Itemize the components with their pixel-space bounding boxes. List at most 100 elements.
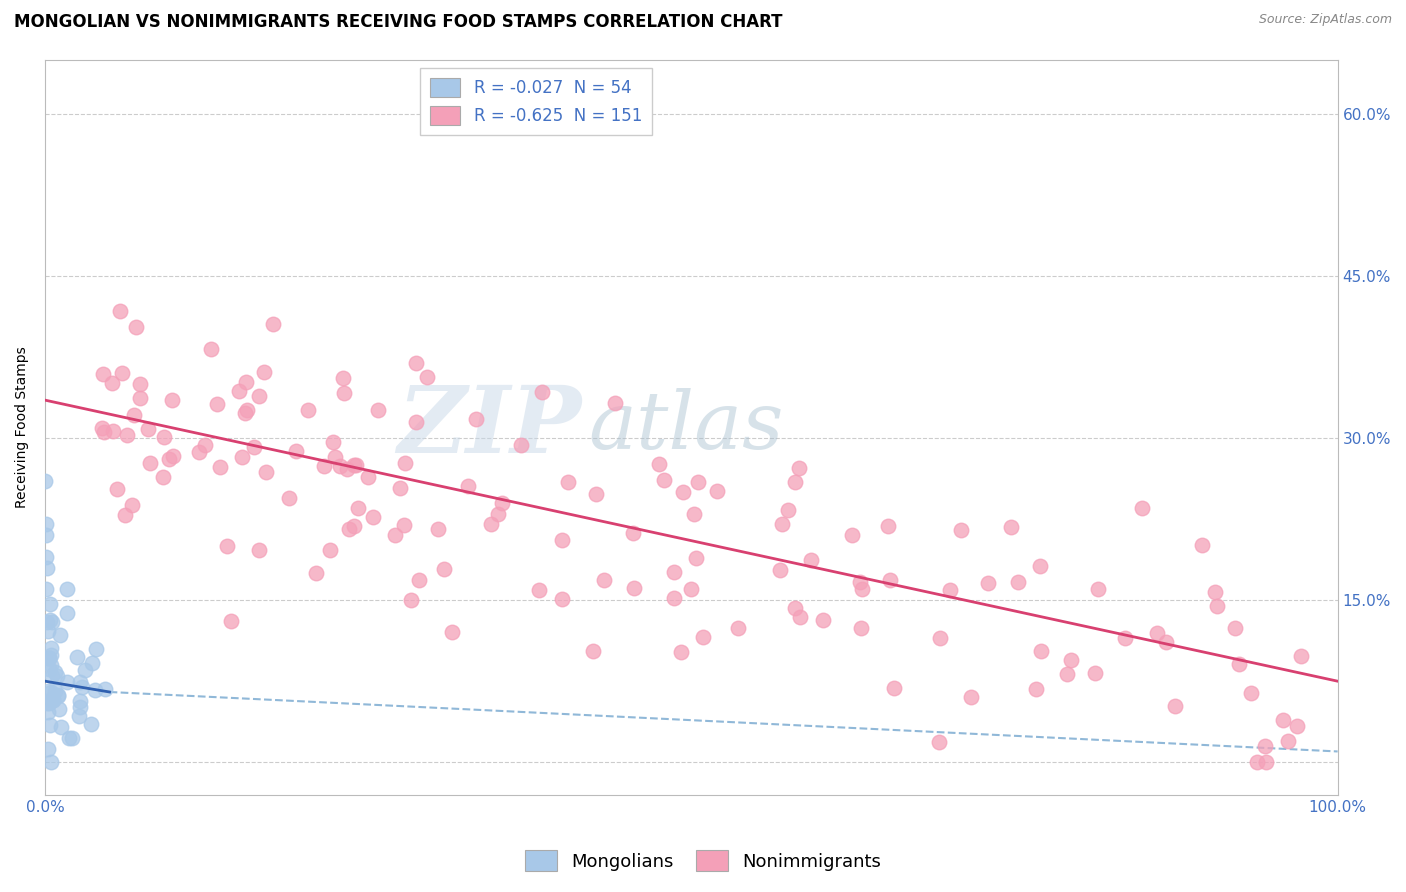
- Point: [231, 450, 253, 464]
- Text: atlas: atlas: [588, 388, 783, 466]
- Point: [35, 528, 58, 542]
- Point: [37, 741, 59, 756]
- Point: [55, 606, 77, 620]
- Point: [111, 366, 134, 380]
- Point: [34, 517, 56, 532]
- Point: [879, 573, 901, 587]
- Point: [69, 694, 91, 708]
- Point: [1285, 719, 1308, 733]
- Point: [1240, 686, 1263, 700]
- Point: [56, 582, 79, 596]
- Point: [1056, 667, 1078, 681]
- Y-axis label: Receiving Food Stamps: Receiving Food Stamps: [15, 346, 30, 508]
- Point: [1206, 599, 1229, 614]
- Point: [94, 681, 117, 696]
- Text: MONGOLIAN VS NONIMMIGRANTS RECEIVING FOOD STAMPS CORRELATION CHART: MONGOLIAN VS NONIMMIGRANTS RECEIVING FOO…: [14, 13, 783, 31]
- Point: [800, 553, 823, 567]
- Point: [160, 393, 183, 408]
- Text: Source: ZipAtlas.com: Source: ZipAtlas.com: [1258, 13, 1392, 27]
- Legend: R = -0.027  N = 54, R = -0.625  N = 151: R = -0.027 N = 54, R = -0.625 N = 151: [420, 68, 652, 135]
- Point: [621, 525, 644, 540]
- Point: [706, 483, 728, 498]
- Point: [1254, 756, 1277, 770]
- Point: [1204, 585, 1226, 599]
- Point: [603, 395, 626, 409]
- Point: [841, 528, 863, 542]
- Point: [783, 600, 806, 615]
- Point: [1025, 682, 1047, 697]
- Point: [851, 582, 873, 596]
- Point: [297, 402, 319, 417]
- Point: [314, 458, 336, 473]
- Point: [787, 461, 810, 475]
- Point: [242, 441, 264, 455]
- Point: [1191, 538, 1213, 552]
- Point: [80, 656, 103, 670]
- Point: [45, 669, 67, 683]
- Point: [41, 668, 63, 682]
- Point: [39, 640, 62, 655]
- Point: [125, 319, 148, 334]
- Point: [688, 475, 710, 489]
- Point: [187, 445, 209, 459]
- Point: [394, 457, 416, 471]
- Point: [153, 430, 176, 444]
- Point: [1130, 500, 1153, 515]
- Point: [593, 573, 616, 587]
- Point: [219, 614, 242, 628]
- Point: [551, 591, 574, 606]
- Point: [384, 527, 406, 541]
- Point: [1146, 626, 1168, 640]
- Point: [194, 437, 217, 451]
- Point: [157, 452, 180, 467]
- Point: [138, 456, 160, 470]
- Point: [585, 487, 607, 501]
- Point: [399, 592, 422, 607]
- Point: [977, 575, 1000, 590]
- Point: [66, 650, 89, 665]
- Point: [235, 375, 257, 389]
- Point: [162, 449, 184, 463]
- Point: [39, 718, 62, 732]
- Point: [457, 479, 479, 493]
- Point: [1246, 756, 1268, 770]
- Point: [949, 523, 972, 537]
- Point: [769, 563, 792, 577]
- Point: [48, 702, 70, 716]
- Point: [41, 692, 63, 706]
- Point: [1000, 520, 1022, 534]
- Point: [432, 562, 454, 576]
- Point: [664, 566, 686, 580]
- Point: [228, 384, 250, 398]
- Point: [278, 491, 301, 506]
- Point: [236, 402, 259, 417]
- Point: [1114, 632, 1136, 646]
- Point: [34, 549, 56, 564]
- Point: [346, 501, 368, 516]
- Point: [207, 397, 229, 411]
- Point: [46, 689, 69, 703]
- Point: [783, 475, 806, 489]
- Point: [531, 385, 554, 400]
- Point: [877, 519, 900, 533]
- Point: [44, 683, 66, 698]
- Point: [208, 460, 231, 475]
- Point: [34, 474, 56, 488]
- Point: [37, 705, 59, 719]
- Point: [91, 368, 114, 382]
- Point: [1271, 713, 1294, 727]
- Point: [233, 406, 256, 420]
- Point: [38, 696, 60, 710]
- Point: [509, 438, 531, 452]
- Point: [405, 356, 427, 370]
- Point: [582, 644, 605, 658]
- Point: [129, 377, 152, 392]
- Point: [685, 550, 707, 565]
- Point: [101, 376, 124, 390]
- Point: [883, 681, 905, 695]
- Point: [551, 533, 574, 547]
- Point: [38, 651, 60, 665]
- Point: [336, 462, 359, 476]
- Point: [70, 680, 93, 694]
- Point: [329, 459, 352, 474]
